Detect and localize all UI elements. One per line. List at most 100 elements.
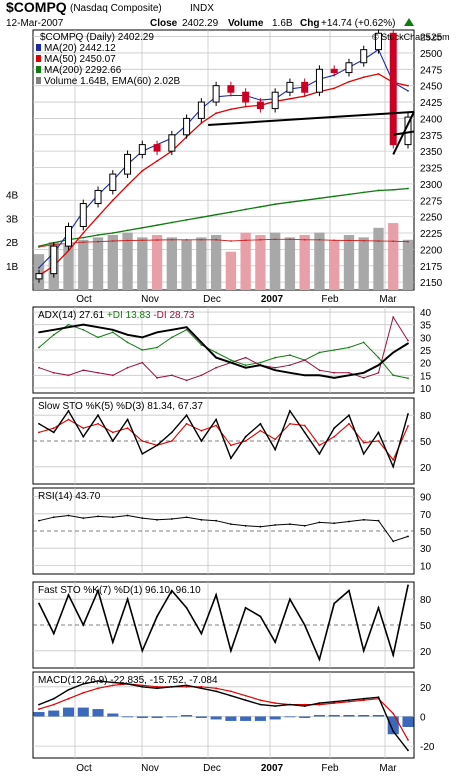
fast-sto-k-line-point <box>185 606 188 609</box>
chg-label: Chg <box>300 18 319 29</box>
slow-sto-k-line-point <box>141 453 144 455</box>
adx-line-point <box>200 341 203 344</box>
adx-line-point <box>97 326 99 329</box>
adx-line-point <box>67 326 70 329</box>
macd-histogram-bar <box>151 716 163 718</box>
price-candle <box>286 81 294 93</box>
macd-histogram-bar <box>240 716 252 721</box>
adx-line-point <box>170 328 173 331</box>
legend-line: Fast STO %K(7) %D(1) 96.10, 96.10 <box>38 585 201 596</box>
x-axis-label: 2007 <box>261 294 284 305</box>
y-tick-label: -20 <box>420 742 435 753</box>
minus-di-line-point <box>97 371 99 374</box>
legend-text: MA(50) 2450.07 <box>44 54 116 65</box>
slow-sto-d-line-point <box>303 424 306 427</box>
slow-sto-k-line-point <box>303 431 306 434</box>
ma200-line-point <box>170 221 173 224</box>
macd-line-point <box>362 697 365 700</box>
price-candle <box>256 101 264 110</box>
volume-bar <box>255 235 266 290</box>
fast-sto-k-line-point <box>348 589 350 592</box>
macd-signal-line <box>38 683 409 741</box>
y-tick-label: 2350 <box>420 147 443 158</box>
volume-bar <box>358 237 369 290</box>
plus-di-line-point <box>185 328 188 331</box>
macd-line-point <box>407 749 409 752</box>
volume-ema-line-point <box>362 239 365 242</box>
x-axis-label: Nov <box>141 294 159 305</box>
volume-bar <box>299 235 310 290</box>
macd-line-point <box>392 730 395 733</box>
legend-item: Slow STO %K(5) %D(3) 81.34, 67.37 <box>38 401 203 412</box>
macd-line-point <box>303 705 306 708</box>
y-tick-label: 10 <box>420 384 432 395</box>
x-axis-label: Oct <box>76 763 92 774</box>
fast-sto-k-line-point <box>82 624 85 626</box>
macd-line-point <box>156 687 158 690</box>
price-candle <box>360 49 368 64</box>
slow-sto-k-line-point <box>259 422 262 425</box>
macd-histogram-bar <box>77 707 89 717</box>
ma200-line-point <box>362 191 365 194</box>
fast-sto-k-line-point <box>392 654 395 656</box>
slow-sto-k-line-point <box>38 422 40 425</box>
macd-line-point <box>141 685 144 688</box>
ma50-line-point <box>67 249 70 252</box>
minus-di-line-point <box>200 374 203 377</box>
price-candle <box>50 245 58 275</box>
close-value: 2402.29 <box>182 18 219 29</box>
macd-signal-line-point <box>82 691 85 694</box>
rsi-line-point <box>67 514 70 517</box>
minus-di-line-point <box>82 369 85 372</box>
y-tick-label: 20 <box>420 683 432 694</box>
plus-di-line-point <box>229 359 232 362</box>
price-candle <box>79 203 87 227</box>
volume-bar <box>107 235 118 290</box>
ma200-line-point <box>185 219 188 221</box>
volume-value: 1.6B <box>272 18 293 29</box>
volume-bar <box>329 239 340 290</box>
plus-di-line-point <box>111 331 114 334</box>
plus-di-line-point <box>82 328 85 331</box>
macd-histogram-bar <box>284 716 296 718</box>
legend-item: Fast STO %K(7) %D(1) 96.10, 96.10 <box>38 585 201 596</box>
volume-bar <box>122 232 133 290</box>
slow-sto-d-line-point <box>38 431 40 434</box>
price-candle <box>271 91 279 110</box>
ma50-line-point <box>97 215 99 218</box>
rsi-line-point <box>229 523 232 526</box>
adx-line-point <box>82 323 85 326</box>
fast-sto-k-line-point <box>52 632 55 635</box>
minus-di-line-point <box>318 369 321 372</box>
slow-sto-k-line-point <box>407 413 409 415</box>
macd-line-point <box>274 705 277 708</box>
fast-sto-k-line-point <box>141 649 144 652</box>
panel-frame <box>32 29 415 291</box>
y-tick-label: 35 <box>420 321 432 332</box>
slow-sto-d-line-point <box>289 422 291 425</box>
slow-sto-k-line-point <box>200 440 203 442</box>
macd-signal-line-point <box>362 699 365 702</box>
minus-di-line-point <box>244 356 247 359</box>
macd-histogram-bar <box>195 716 207 718</box>
minus-di-line-point <box>215 366 218 369</box>
fast-sto-k-line-point <box>377 606 380 609</box>
rsi-line-point <box>97 515 99 518</box>
ma200-line-point <box>377 189 380 192</box>
slow-sto-d-line-point <box>200 429 203 432</box>
y-tick-label: 2400 <box>420 114 443 125</box>
rsi-line-point <box>407 535 409 538</box>
adx-line-point <box>318 374 321 377</box>
ma200-line-point <box>200 216 203 219</box>
minus-di-line-point <box>67 374 70 377</box>
slow-sto-d-line-point <box>215 424 218 427</box>
ma20-line-point <box>38 266 40 269</box>
adx-line-point <box>377 364 380 367</box>
y-tick-label: 0 <box>420 712 426 723</box>
x-axis-label: Nov <box>141 763 159 774</box>
macd-histogram-bar <box>33 712 45 717</box>
ma50-line-point <box>407 84 409 87</box>
slow-sto-k-line-point <box>185 414 188 417</box>
volume-bar <box>269 232 281 290</box>
ma50-line-point <box>111 199 114 202</box>
